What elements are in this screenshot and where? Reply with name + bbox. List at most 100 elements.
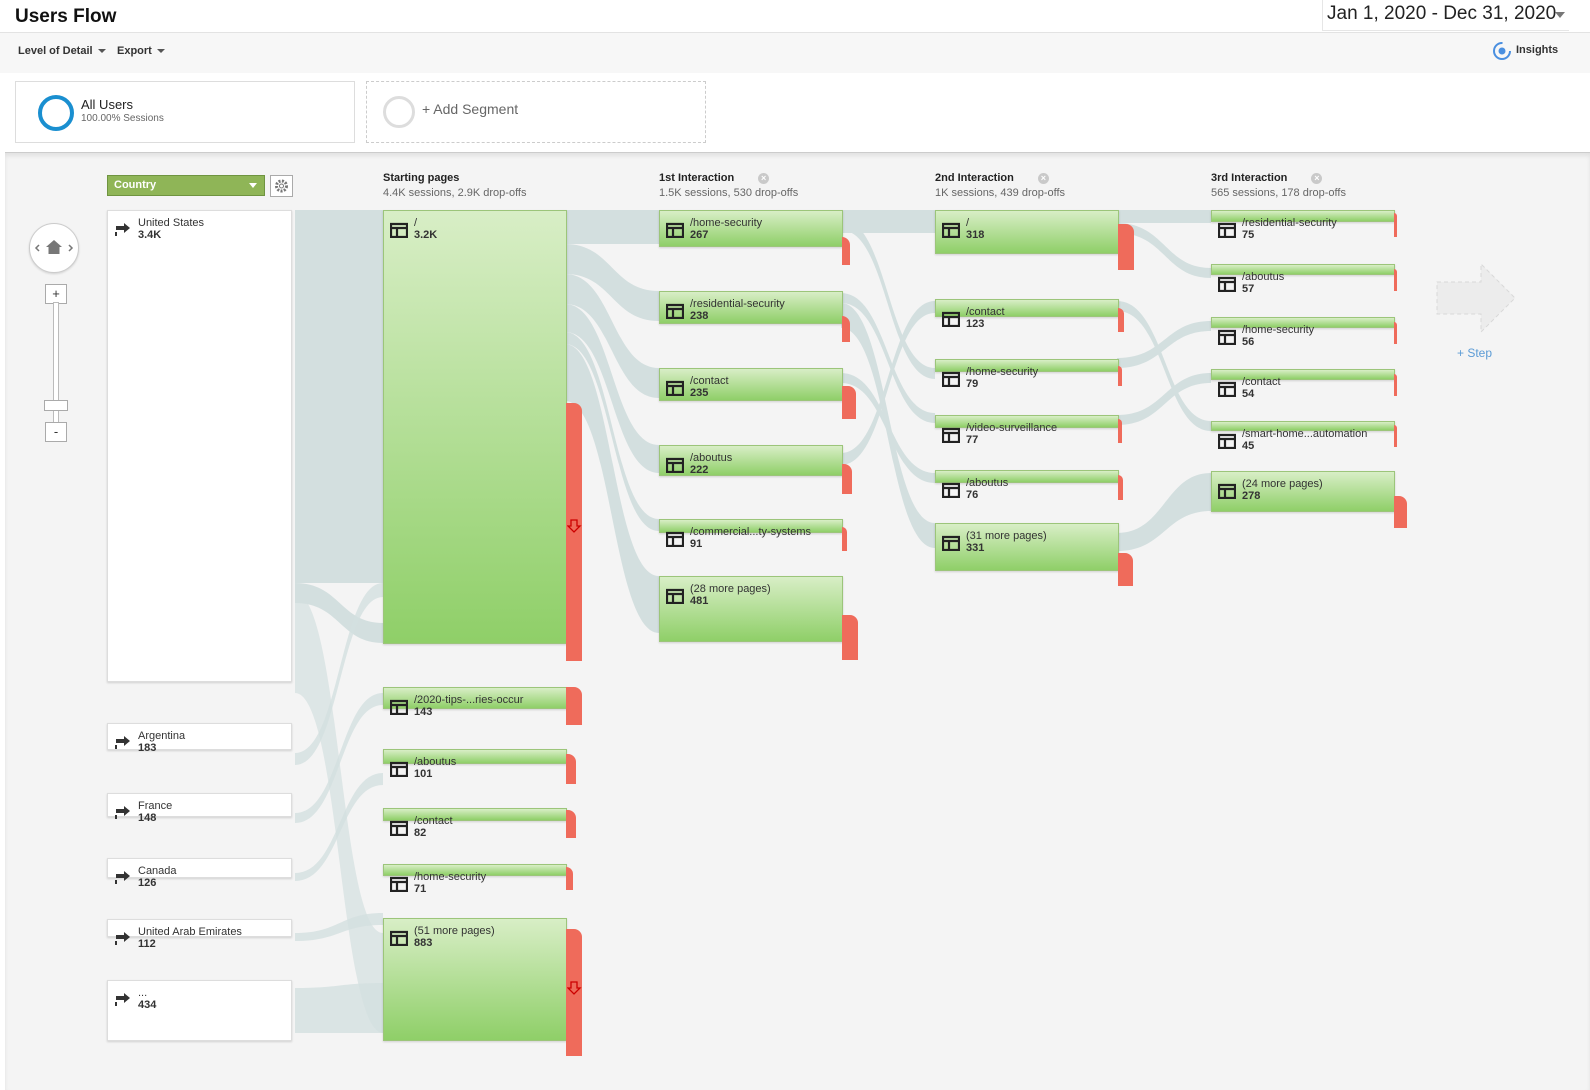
page-name: (31 more pages)	[966, 530, 1047, 542]
drop-off-bar[interactable]	[1394, 496, 1407, 528]
drop-off-bar[interactable]	[1118, 475, 1123, 500]
page-node[interactable]: /contact 235	[659, 368, 843, 401]
drop-off-bar[interactable]	[842, 464, 852, 494]
page-node[interactable]: /aboutus 57	[1211, 264, 1395, 295]
page-node[interactable]: /318	[935, 210, 1119, 254]
dimension-settings-button[interactable]	[270, 175, 293, 197]
segment-all-users[interactable]: All Users 100.00% Sessions	[15, 81, 355, 143]
add-segment-label: + Add Segment	[422, 101, 519, 117]
country-node[interactable]: United Arab Emirates 112	[107, 919, 292, 950]
page-icon	[666, 222, 684, 238]
country-name: France	[138, 800, 173, 812]
page-icon	[666, 303, 684, 319]
flow-canvas[interactable]: + - Country Starting pages 4.4K sessions…	[5, 152, 1590, 1090]
page-name: /smart-home...automation	[1242, 428, 1368, 440]
drop-off-bar[interactable]	[842, 316, 850, 342]
drop-off-bar[interactable]	[842, 615, 858, 660]
page-value: 75	[1242, 229, 1255, 241]
pan-control[interactable]	[29, 223, 79, 273]
page-name: (28 more pages)	[690, 583, 771, 595]
page-value: 91	[690, 538, 703, 550]
chevron-down-icon	[156, 49, 165, 54]
page-node[interactable]: /video-surveillance 77	[935, 415, 1119, 446]
page-value: 318	[966, 229, 985, 241]
page-node[interactable]: /aboutus 76	[935, 470, 1119, 501]
country-node[interactable]: Argentina 183	[107, 723, 292, 754]
column-header-starting: Starting pages 4.4K sessions, 2.9K drop-…	[383, 172, 527, 199]
dimension-dropdown[interactable]: Country	[107, 175, 265, 196]
page-name: /contact	[966, 306, 1005, 318]
page-node[interactable]: /home-security 71	[383, 864, 567, 895]
gear-icon	[275, 179, 288, 193]
page-node[interactable]: /aboutus 222	[659, 445, 843, 476]
drop-off-bar[interactable]	[1118, 224, 1134, 270]
drop-off-bar[interactable]	[566, 754, 576, 784]
zoom-in-button[interactable]: +	[45, 284, 67, 304]
page-title: Users Flow	[15, 6, 117, 27]
drop-off-bar[interactable]	[566, 929, 582, 1056]
drop-off-bar[interactable]	[1118, 419, 1122, 443]
country-node[interactable]: France 148	[107, 793, 292, 824]
page-node[interactable]: /aboutus 101	[383, 749, 567, 780]
country-node[interactable]: United States 3.4K	[107, 210, 292, 682]
export-button[interactable]: Export	[117, 45, 165, 57]
page-node[interactable]: (51 more pages) 883	[383, 918, 567, 1041]
close-icon[interactable]: ×	[1037, 172, 1049, 184]
export-label: Export	[117, 45, 152, 57]
zoom-slider-handle[interactable]	[44, 400, 68, 411]
page-node[interactable]: /home-security 267	[659, 210, 843, 247]
insights-icon	[1493, 42, 1511, 60]
page-node[interactable]: /home-security 56	[1211, 317, 1395, 348]
drop-off-bar[interactable]	[1118, 308, 1124, 332]
drop-off-bar[interactable]	[842, 386, 856, 419]
drop-off-bar[interactable]	[1394, 213, 1397, 237]
page-value: 76	[966, 489, 979, 501]
page-value: 57	[1242, 283, 1255, 295]
page-name: /contact	[690, 375, 729, 387]
drop-off-bar[interactable]	[1394, 269, 1397, 291]
page-icon	[666, 457, 684, 473]
drop-off-bar[interactable]	[566, 867, 573, 890]
page-node[interactable]: /contact 82	[383, 808, 567, 839]
drop-off-bar[interactable]	[1394, 374, 1397, 396]
drop-off-bar[interactable]	[1394, 322, 1397, 344]
page-node[interactable]: /contact 123	[935, 299, 1119, 330]
drop-off-bar[interactable]	[566, 810, 576, 838]
segment-ring-icon	[38, 95, 74, 131]
page-node[interactable]: /home-security 79	[935, 359, 1119, 390]
country-value: 3.4K	[138, 229, 162, 241]
date-range-picker[interactable]: Jan 1, 2020 - Dec 31, 2020	[1322, 0, 1569, 31]
page-node[interactable]: (24 more pages) 278	[1211, 471, 1395, 512]
level-of-detail-button[interactable]: Level of Detail	[18, 45, 106, 57]
segment-name: All Users	[81, 97, 134, 112]
page-node[interactable]: /smart-home...automation 45	[1211, 421, 1395, 452]
page-icon	[942, 222, 960, 238]
page-node[interactable]: (31 more pages) 331	[935, 523, 1119, 571]
close-icon[interactable]: ×	[758, 172, 770, 184]
page-node[interactable]: /residential-security 238	[659, 291, 843, 324]
page-node[interactable]: /2020-tips-...ries-occur 143	[383, 687, 567, 718]
page-icon	[666, 531, 684, 547]
page-node[interactable]: /3.2K	[383, 210, 567, 644]
drop-off-bar[interactable]	[566, 687, 582, 725]
zoom-out-button[interactable]: -	[45, 422, 67, 442]
drop-off-bar[interactable]	[842, 237, 850, 265]
add-step-arrow-icon[interactable]	[1435, 258, 1519, 338]
close-icon[interactable]: ×	[1311, 172, 1323, 184]
drop-off-bar[interactable]	[1394, 425, 1397, 447]
add-segment-button[interactable]: + Add Segment	[366, 81, 706, 143]
page-name: /commercial...ty-systems	[690, 526, 812, 538]
page-node[interactable]: /contact 54	[1211, 369, 1395, 400]
drop-off-bar[interactable]	[842, 527, 847, 551]
country-node[interactable]: ... 434	[107, 980, 292, 1041]
page-node[interactable]: (28 more pages) 481	[659, 576, 843, 642]
drop-off-bar[interactable]	[1118, 366, 1122, 386]
page-node[interactable]: /commercial...ty-systems 91	[659, 519, 843, 550]
country-node[interactable]: Canada 126	[107, 858, 292, 889]
page-node[interactable]: /residential-security 75	[1211, 210, 1395, 241]
page-value: 278	[1242, 490, 1261, 502]
page-name: /home-security	[690, 217, 763, 229]
add-step-button[interactable]: + Step	[1457, 346, 1493, 360]
drop-off-bar[interactable]	[566, 403, 582, 661]
drop-off-bar[interactable]	[1118, 553, 1133, 586]
